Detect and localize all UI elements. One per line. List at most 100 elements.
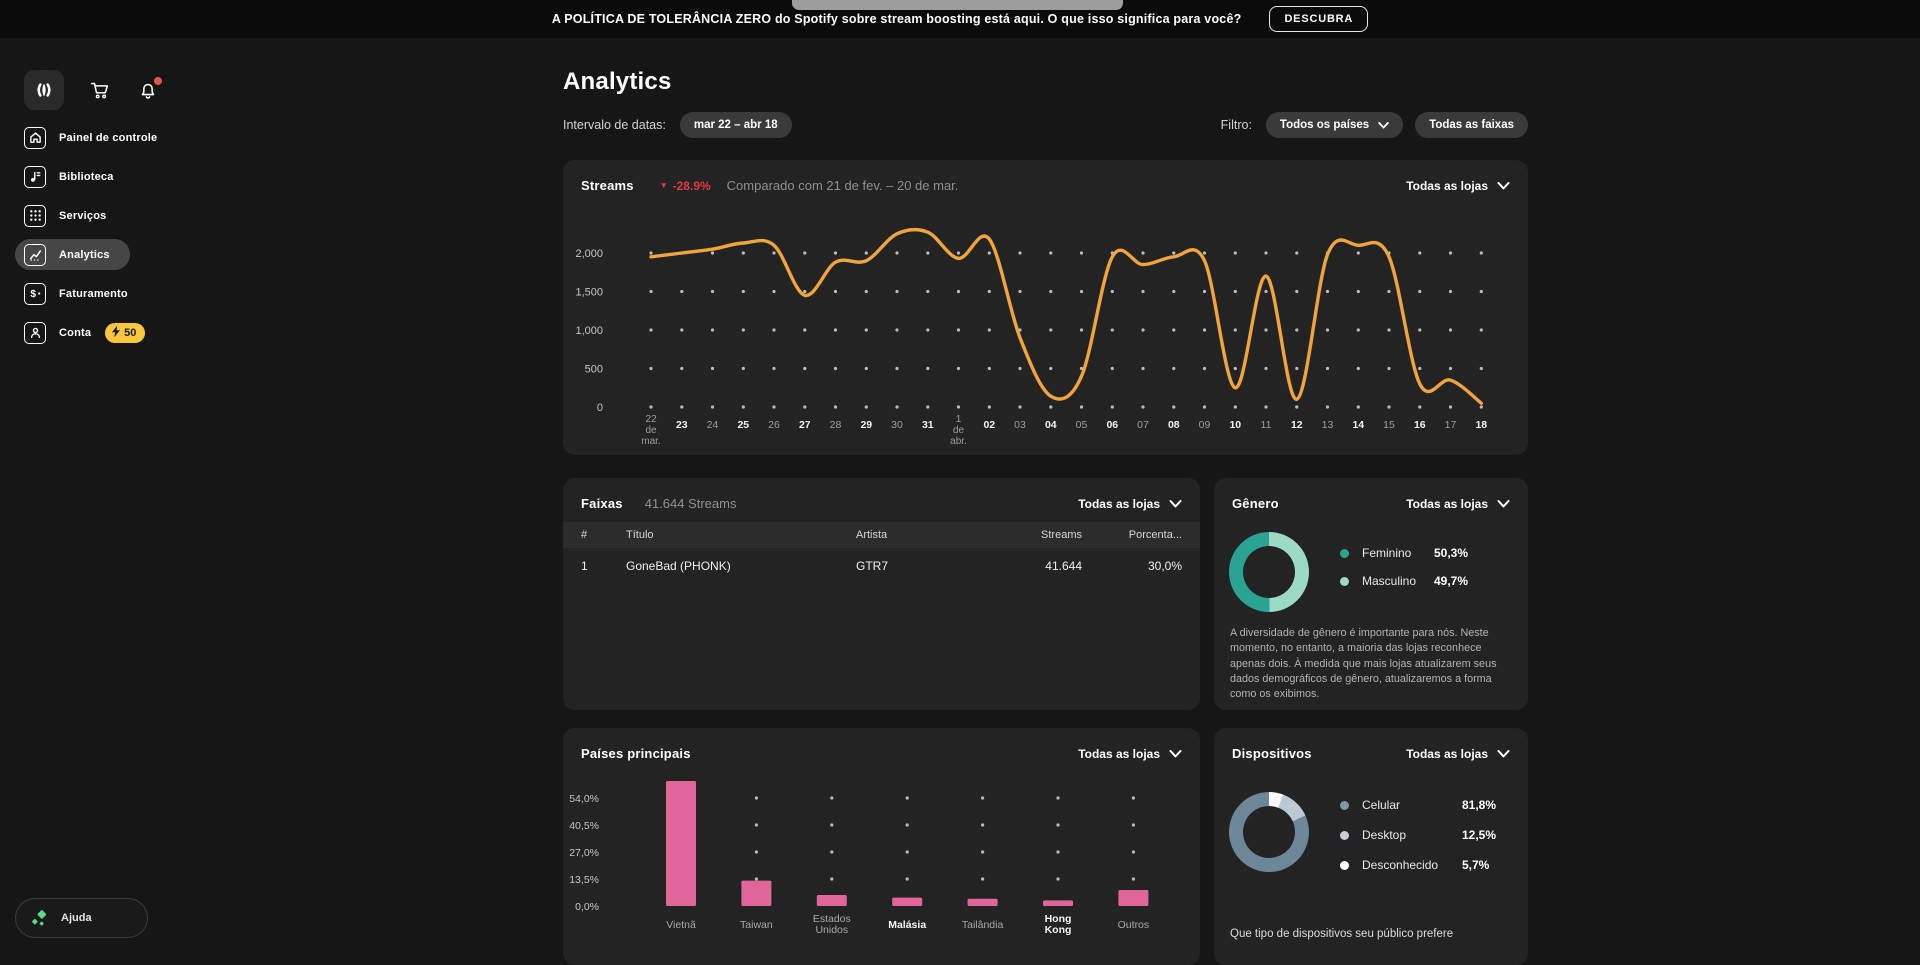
svg-text:1,500: 1,500 (575, 287, 603, 299)
legend-label: Feminino (1362, 546, 1412, 560)
legend-dot (1340, 576, 1349, 586)
main-content: Analytics Intervalo de datas: mar 22 – a… (563, 38, 1528, 965)
help-button[interactable]: Ajuda (15, 898, 148, 938)
svg-text:40,5%: 40,5% (569, 820, 599, 832)
sidebar-item-account[interactable]: Conta 50 (24, 317, 200, 348)
sidebar-item-label: Serviços (59, 209, 107, 222)
devices-store-dropdown[interactable]: Todas as lojas (1406, 747, 1510, 761)
svg-text:07: 07 (1137, 419, 1149, 431)
svg-text:13,5%: 13,5% (569, 874, 599, 886)
analytics-controls: Intervalo de datas: mar 22 – abr 18 Filt… (563, 112, 1528, 138)
table-cell: 41.644 (1045, 559, 1082, 573)
streams-title: Streams (581, 178, 634, 193)
svg-text:0: 0 (597, 402, 603, 414)
store-dropdown-value: Todas as lojas (1078, 746, 1160, 761)
page-title: Analytics (563, 68, 672, 95)
sidebar-item-label: Painel de controle (59, 131, 158, 144)
svg-text:26: 26 (768, 419, 780, 431)
countries-filter-dropdown[interactable]: Todos os países (1265, 112, 1404, 138)
countries-title: Países principais (581, 746, 691, 761)
countries-filter-value: Todos os países (1279, 119, 1370, 131)
svg-text:29: 29 (860, 419, 872, 431)
tracks-table-header: # Título Artista Streams Porcenta... (563, 522, 1200, 548)
chevron-down-icon (1169, 499, 1182, 508)
devices-footer: Que tipo de dispositivos seu público pre… (1230, 928, 1454, 940)
svg-text:25: 25 (737, 419, 749, 431)
store-dropdown-value: Todas as lojas (1406, 746, 1488, 761)
chevron-down-icon (1497, 499, 1510, 508)
svg-text:12: 12 (1291, 419, 1303, 431)
account-icon (24, 321, 46, 344)
svg-text:27: 27 (799, 419, 811, 431)
legend-value: 81,8% (1462, 798, 1497, 812)
legend-label: Desconhecido (1362, 858, 1439, 872)
streams-card: Streams ▼ -28.9% Comparado com 21 de fev… (563, 160, 1528, 455)
countries-card: Países principais Todas as lojas 0,0% 13,… (563, 728, 1200, 965)
svg-text:500: 500 (585, 364, 603, 376)
table-cell: 30,0% (1147, 559, 1182, 573)
svg-text:30: 30 (891, 419, 903, 431)
sidebar-item-analytics[interactable]: Analytics (15, 239, 130, 270)
svg-text:09: 09 (1199, 419, 1211, 431)
table-cell: GoneBad (PHONK) (626, 559, 731, 573)
svg-text:31: 31 (922, 419, 934, 431)
tracks-subtitle: 41.644 Streams (644, 496, 737, 511)
legend-dot (1340, 548, 1349, 558)
distro-wings-icon (37, 83, 51, 97)
legend-value: 5,7% (1462, 858, 1490, 872)
tracks-filter-chip[interactable]: Todas as faixas (1415, 112, 1528, 138)
countries-store-dropdown[interactable]: Todas as lojas (1078, 747, 1182, 761)
svg-text:Taiwan: Taiwan (740, 919, 773, 931)
svg-text:2,000: 2,000 (575, 248, 603, 260)
gender-description: A diversidade de gênero é importante par… (1230, 627, 1497, 701)
svg-text:11: 11 (1261, 419, 1272, 431)
tracks-filter-value: Todas as faixas (1429, 119, 1514, 131)
svg-text:14: 14 (1352, 419, 1364, 431)
sidebar: Painel de controle Biblioteca Serviços Anal… (0, 38, 200, 965)
app-logo[interactable] (24, 70, 64, 110)
discover-button[interactable]: DESCUBRA (1269, 6, 1369, 32)
gender-store-dropdown[interactable]: Todas as lojas (1406, 497, 1510, 511)
sidebar-item-library[interactable]: Biblioteca (24, 161, 200, 192)
svg-text:17: 17 (1445, 419, 1457, 431)
date-range-chip[interactable]: mar 22 – abr 18 (679, 112, 792, 138)
table-cell: GTR7 (856, 559, 889, 573)
svg-text:05: 05 (1076, 419, 1088, 431)
notifications-button[interactable] (136, 77, 162, 102)
column-header: # (581, 529, 588, 541)
tracks-store-dropdown[interactable]: Todas as lojas (1078, 497, 1182, 511)
date-range-value: mar 22 – abr 18 (693, 119, 778, 131)
sidebar-item-services[interactable]: Serviços (24, 200, 200, 231)
legend-label: Masculino (1362, 574, 1417, 588)
legend-item-masculino: Masculino 49,7% (1340, 574, 1468, 588)
notification-dot (154, 77, 162, 85)
gender-donut-chart (1229, 532, 1309, 612)
legend-value: 12,5% (1462, 828, 1497, 842)
streams-change-badge: ▼ -28.9% (660, 179, 711, 193)
svg-text:03: 03 (1014, 419, 1026, 431)
cart-button[interactable] (88, 78, 112, 102)
svg-text:15: 15 (1383, 419, 1395, 431)
table-cell: 1 (581, 559, 588, 573)
sidebar-item-dashboard[interactable]: Painel de controle (24, 122, 200, 153)
chevron-down-icon (1169, 749, 1182, 758)
legend-dot (1340, 800, 1349, 810)
legend-item-celular: Celular 81,8% (1340, 798, 1496, 812)
sidebar-nav: Painel de controle Biblioteca Serviços Anal… (0, 122, 200, 348)
devices-card: Dispositivos Todas as lojas Celular 81,8%… (1214, 728, 1528, 965)
table-row[interactable]: 1 GoneBad (PHONK) GTR7 41.644 30,0% (563, 548, 1200, 584)
top-scrollbar[interactable] (792, 0, 1123, 10)
legend-item-desconhecido: Desconhecido 5,7% (1340, 858, 1496, 872)
svg-text:Malásia: Malásia (888, 919, 926, 931)
store-dropdown-value: Todas as lojas (1406, 496, 1488, 511)
streams-store-dropdown[interactable]: Todas as lojas (1406, 179, 1510, 193)
store-dropdown-value: Todas as lojas (1406, 178, 1488, 193)
streams-change-value: -28.9% (672, 178, 711, 193)
sidebar-item-billing[interactable]: $ Faturamento (24, 278, 200, 309)
bell-icon (141, 83, 155, 99)
store-dropdown-value: Todas as lojas (1078, 496, 1160, 511)
devices-donut-chart (1229, 792, 1309, 872)
